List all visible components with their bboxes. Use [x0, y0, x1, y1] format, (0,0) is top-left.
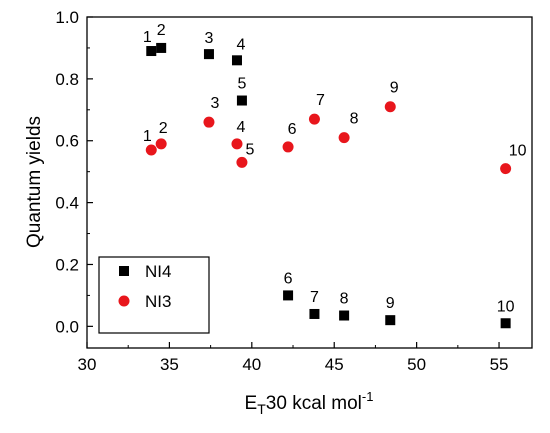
y-tick-label: 0.2: [55, 255, 79, 274]
point-label-ni4: 6: [284, 270, 293, 287]
point-label-ni3: 7: [316, 92, 325, 109]
point-ni3: [500, 163, 512, 175]
point-label-ni4: 8: [340, 291, 349, 308]
point-ni4: [283, 290, 294, 301]
x-axis-title-sup: -1: [362, 389, 374, 404]
point-label-ni3: 3: [211, 95, 220, 112]
legend-box: [98, 256, 210, 334]
point-ni3: [231, 138, 243, 150]
point-label-ni4: 9: [386, 295, 395, 312]
point-ni3: [338, 132, 350, 144]
point-label-ni3: 10: [509, 143, 527, 160]
point-label-ni4: 1: [143, 29, 152, 46]
plot-frame: [86, 16, 533, 349]
point-label-ni4: 7: [310, 289, 319, 306]
point-ni4: [309, 308, 320, 319]
x-tick-label: 40: [242, 355, 261, 374]
point-label-ni3: 4: [237, 119, 246, 136]
x-axis-title-rest: 30 kcal mol: [266, 393, 362, 414]
point-ni3: [384, 101, 396, 113]
point-label-ni4: 5: [237, 76, 246, 93]
point-label-ni3: 8: [350, 111, 359, 128]
x-axis-title: ET30 kcal mol-1: [245, 389, 374, 417]
legend: NI4 NI3: [98, 256, 210, 334]
point-ni4: [339, 310, 350, 321]
legend-marker-ni3: [118, 295, 130, 307]
point-ni4: [385, 315, 396, 326]
point-ni3: [203, 116, 215, 128]
point-label-ni4: 10: [497, 298, 515, 315]
point-label-ni3: 5: [245, 141, 254, 158]
x-tick-label: 45: [325, 355, 344, 374]
point-ni4: [156, 42, 167, 53]
y-tick-label: 0.0: [55, 317, 79, 336]
legend-label-ni3: NI3: [145, 292, 171, 311]
point-ni3: [236, 156, 248, 168]
x-tick-label: 30: [78, 355, 97, 374]
y-tick-label: 1.0: [55, 8, 79, 27]
point-label-ni4: 3: [205, 30, 214, 47]
y-tick-label: 0.8: [55, 70, 79, 89]
point-label-ni4: 4: [237, 36, 246, 53]
point-ni3: [308, 113, 320, 125]
x-axis-title-sub: T: [257, 401, 266, 417]
legend-label-ni4: NI4: [145, 262, 171, 281]
point-label-ni3: 1: [143, 128, 152, 145]
data-points: [145, 42, 512, 329]
legend-marker-ni4: [119, 266, 129, 276]
x-tick-label: 50: [407, 355, 426, 374]
point-ni3: [145, 144, 157, 156]
point-label-ni3: 6: [288, 121, 297, 138]
point-ni4: [203, 49, 214, 60]
axis-tick-labels: 30 35 40 45 50 550.00.20.40.60.81.0: [55, 8, 508, 374]
x-axis-title-main: E: [245, 393, 258, 414]
x-tick-label: 35: [160, 355, 179, 374]
point-label-ni4: 2: [157, 22, 166, 39]
x-tick-label: 55: [490, 355, 509, 374]
y-tick-label: 0.6: [55, 132, 79, 151]
point-ni3: [282, 141, 294, 153]
point-ni4: [236, 95, 247, 106]
point-ni4: [231, 55, 242, 66]
point-ni4: [500, 318, 511, 329]
axis-ticks: [86, 16, 500, 348]
point-ni3: [155, 138, 167, 150]
point-label-ni3: 9: [390, 80, 399, 97]
y-axis-title: Quantum yields: [24, 116, 45, 248]
point-ni4: [146, 46, 157, 57]
point-label-ni3: 2: [159, 120, 168, 137]
y-tick-label: 0.4: [55, 194, 79, 213]
